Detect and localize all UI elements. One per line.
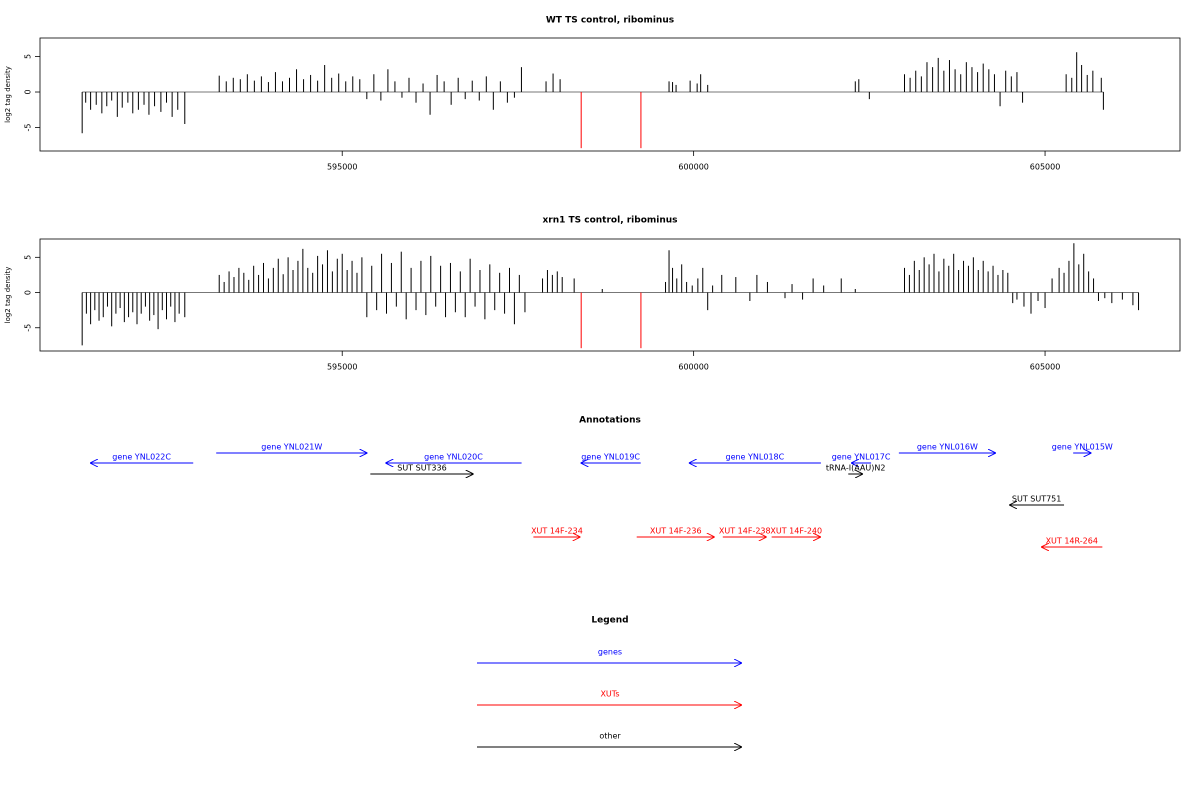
annotation-label: XUT 14F-234 [531,527,583,536]
plot-frame [39,238,1181,352]
annotation-label: XUT 14F-240 [770,527,822,536]
y-axis-label: log2 tag density [4,267,12,324]
x-tick-label: 605000 [1030,163,1061,172]
annotation-label: XUT 14F-236 [650,527,702,536]
x-tick-label: 605000 [1030,363,1061,372]
legend-label: genes [598,648,622,657]
annotation-label: XUT 14F-238 [719,527,771,536]
plot-frame [39,37,1181,152]
legend-label: XUTs [600,690,619,699]
annotation-label: SUT SUT336 [397,464,446,473]
y-tick-label: 5 [24,54,33,59]
x-tick-label: 600000 [678,363,709,372]
legend-label: other [599,732,621,741]
annotation-label: gene YNL021W [261,443,322,452]
x-tick-label: 595000 [327,163,358,172]
annotation-label: gene YNL019C [581,453,640,462]
annotation-label: tRNA-I(AAU)N2 [826,464,886,473]
chart-title: WT TS control, ribominus [546,16,674,26]
annotation-label: gene YNL022C [112,453,171,462]
chart-title: xrn1 TS control, ribominus [542,216,677,226]
y-tick-label: -5 [24,124,33,132]
legend-title: Legend [591,616,628,626]
annotation-label: SUT SUT751 [1012,495,1061,504]
annotation-label: gene YNL018C [725,453,784,462]
y-tick-label: -5 [24,324,33,332]
x-tick-label: 600000 [678,163,709,172]
annotation-label: XUT 14R-264 [1046,537,1098,546]
chart-title: Annotations [579,416,641,426]
annotation-label: gene YNL017C [832,453,891,462]
annotation-label: gene YNL016W [917,443,978,452]
x-tick-label: 595000 [327,363,358,372]
y-tick-label: 0 [24,290,33,295]
y-tick-label: 0 [24,89,33,94]
y-tick-label: 5 [24,255,33,260]
y-axis-label: log2 tag density [4,66,12,123]
annotation-label: gene YNL020C [424,453,483,462]
annotation-label: gene YNL015W [1052,443,1113,452]
